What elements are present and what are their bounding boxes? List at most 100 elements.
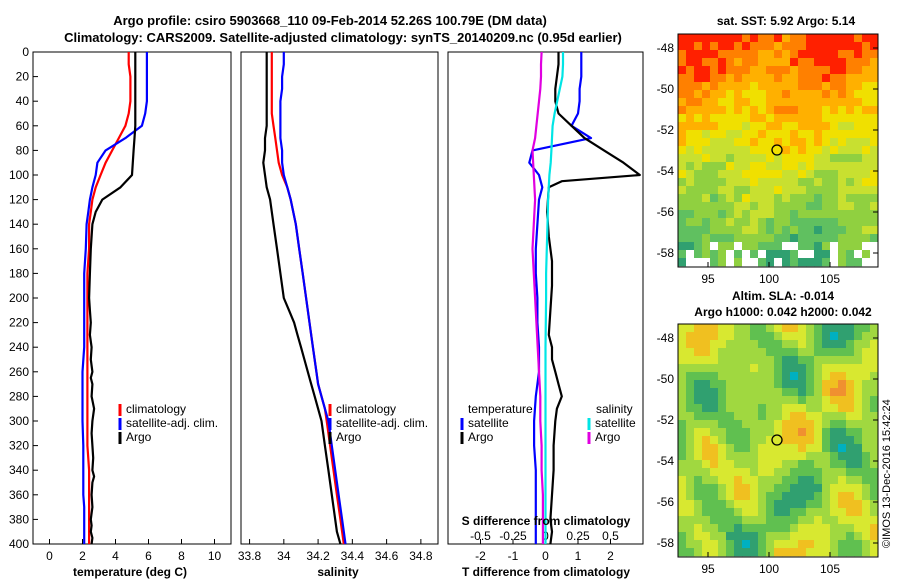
sst-cell [710, 186, 719, 195]
sst-cell [782, 98, 791, 107]
sla-cell [726, 548, 735, 557]
sla-cell [678, 548, 687, 557]
sla-cell [702, 532, 711, 541]
sla-cell [718, 436, 727, 445]
sst-map: sat. SST: 5.92 Argo: 5.14 -48-50-52-54-5… [657, 14, 879, 286]
sla-cell [758, 404, 767, 413]
sst-cell [686, 66, 695, 75]
sst-cell [710, 122, 719, 131]
sla-cell [798, 508, 807, 517]
sst-cell [742, 178, 751, 187]
sst-cell [678, 170, 687, 179]
sla-cell [702, 380, 711, 389]
sst-cell [726, 90, 735, 99]
sla-cell [766, 460, 775, 469]
sla-cell [694, 364, 703, 373]
sst-cell [870, 162, 879, 171]
sst-cell [694, 186, 703, 195]
sla-cell [846, 476, 855, 485]
sla-cell [838, 364, 847, 373]
sla-cell [686, 436, 695, 445]
sst-cell [766, 114, 775, 123]
sst-cell [846, 242, 855, 251]
sst-cell [702, 82, 711, 91]
sla-cell [734, 548, 743, 557]
sla-cell [870, 476, 879, 485]
sst-cell [726, 210, 735, 219]
sla-cell [686, 532, 695, 541]
depth-tick-label: 300 [9, 414, 29, 428]
sst-cell [806, 106, 815, 115]
sla-cell [766, 532, 775, 541]
sla-cell [726, 452, 735, 461]
sla-cell [870, 348, 879, 357]
sst-cell [814, 42, 823, 51]
temperature-legend: climatology satellite-adj. clim. Argo [118, 402, 218, 444]
sla-cell [718, 404, 727, 413]
sla-cell [774, 444, 783, 453]
sla-cell [862, 452, 871, 461]
sla-cell [806, 436, 815, 445]
sla-cell [798, 492, 807, 501]
sst-cell [830, 58, 839, 67]
sla-cell [694, 540, 703, 549]
sla-cell [870, 404, 879, 413]
sla-cell [758, 524, 767, 533]
sst-cell [798, 66, 807, 75]
sla-cell [774, 540, 783, 549]
sst-cell [870, 154, 879, 163]
sla-cell [830, 548, 839, 557]
sla-cell [710, 444, 719, 453]
sla-cell [814, 340, 823, 349]
sla-cell [774, 412, 783, 421]
sst-cell [814, 258, 823, 267]
sst-cell [814, 82, 823, 91]
t-difference-tick-label: 2 [607, 549, 614, 563]
sst-cell [870, 34, 879, 43]
sla-cell [694, 412, 703, 421]
sla-cell [838, 492, 847, 501]
sla-cell [854, 444, 863, 453]
sla-cell [702, 324, 711, 333]
sla-cell [710, 516, 719, 525]
sst-cell [814, 66, 823, 75]
sla-cell [830, 540, 839, 549]
sla-cell [758, 460, 767, 469]
sla-cell [734, 492, 743, 501]
sla-cell [854, 380, 863, 389]
sla-cell [822, 396, 831, 405]
sla-cell [782, 324, 791, 333]
sst-cell [870, 74, 879, 83]
sla-cell [686, 516, 695, 525]
sla-cell [806, 508, 815, 517]
sst-cell [846, 154, 855, 163]
sst-cell [694, 98, 703, 107]
sla-cell [822, 348, 831, 357]
sla-cell [766, 396, 775, 405]
sst-cell [838, 50, 847, 59]
sst-cell [790, 226, 799, 235]
sst-cell [766, 186, 775, 195]
sst-cell [782, 130, 791, 139]
sla-cell [782, 548, 791, 557]
sst-cell [750, 234, 759, 243]
sst-cell [806, 34, 815, 43]
sst-cell [790, 114, 799, 123]
sst-cell [710, 58, 719, 67]
sst-cell [782, 122, 791, 131]
sst-cell [686, 50, 695, 59]
sst-cell [798, 98, 807, 107]
sla-cell [846, 348, 855, 357]
sla-cell [766, 468, 775, 477]
sla-cell [806, 428, 815, 437]
legend-s-argo-label: Argo [595, 430, 621, 444]
sst-cell [702, 98, 711, 107]
sst-cell [686, 170, 695, 179]
sst-cell [854, 106, 863, 115]
sla-cell [686, 420, 695, 429]
depth-tick-label: 120 [9, 193, 29, 207]
sla-cell [790, 484, 799, 493]
sst-cell [718, 242, 727, 251]
sla-cell [710, 332, 719, 341]
sst-cell [734, 74, 743, 83]
